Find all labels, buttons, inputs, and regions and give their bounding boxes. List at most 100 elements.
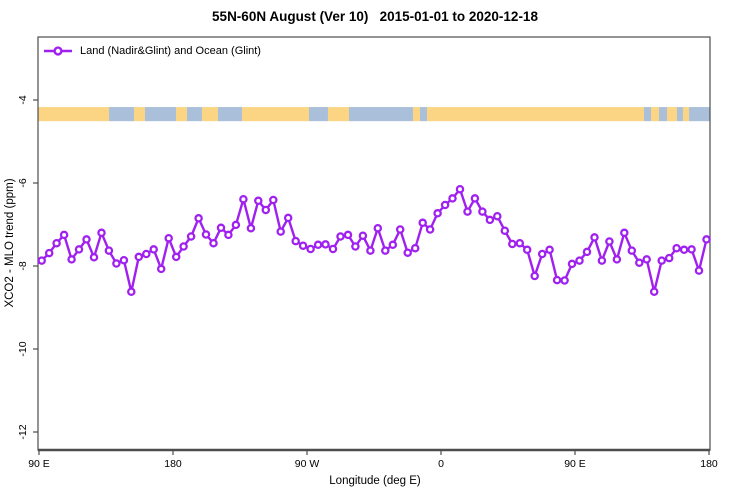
data-point-marker — [635, 258, 644, 267]
data-point-marker — [515, 238, 525, 248]
data-point-marker — [530, 271, 539, 281]
data-point-marker — [500, 226, 510, 235]
data-point-marker — [545, 245, 554, 255]
ocean-strip-segment — [186, 107, 202, 122]
data-point-marker — [246, 223, 256, 233]
data-point-marker — [485, 215, 495, 225]
data-point-marker — [463, 207, 472, 216]
x-tick-label: 90 E — [28, 458, 50, 470]
data-point-marker — [627, 246, 637, 255]
legend: Land (Nadir&Glint) and Ocean (Glint) — [43, 44, 261, 58]
land-strip-segment — [201, 107, 219, 122]
x-tick-label: 180 — [164, 458, 182, 470]
data-point-marker — [694, 266, 704, 275]
y-tick-label: -10 — [17, 341, 29, 356]
data-point-marker — [657, 256, 666, 265]
data-point-marker — [321, 240, 330, 249]
data-point-marker — [410, 243, 420, 253]
data-point-marker — [687, 245, 696, 254]
data-point-marker — [112, 259, 121, 268]
data-point-marker — [239, 194, 248, 204]
data-point-marker — [642, 255, 651, 264]
data-point-marker — [134, 252, 144, 262]
data-point-marker — [702, 235, 711, 244]
data-point-marker — [224, 230, 233, 240]
data-point-marker — [478, 207, 487, 216]
data-point-marker — [575, 256, 584, 265]
data-point-marker — [149, 245, 158, 254]
data-point-marker — [82, 235, 91, 244]
data-point-marker — [351, 242, 360, 251]
ocean-strip-segment — [689, 107, 710, 122]
data-point-marker — [179, 242, 188, 251]
data-point-marker — [336, 232, 345, 241]
data-point-marker — [448, 194, 457, 203]
data-point-marker — [97, 228, 106, 238]
data-point-marker — [44, 248, 54, 258]
land-strip-segment — [682, 107, 690, 122]
data-point-marker — [537, 249, 547, 259]
land-strip-segment — [134, 107, 145, 122]
x-axis-label: Longitude (deg E) — [329, 475, 421, 487]
data-point-marker — [649, 287, 659, 296]
data-point-marker — [209, 238, 218, 248]
data-point-marker — [89, 253, 99, 262]
data-point-marker — [104, 246, 114, 255]
data-point-marker — [306, 244, 315, 254]
ocean-strip-segment — [309, 107, 328, 122]
ocean-strip-segment — [109, 107, 135, 122]
y-tick-label: -4 — [17, 95, 29, 104]
data-point-marker — [388, 240, 398, 250]
data-point-marker — [261, 205, 271, 215]
data-point-marker — [366, 246, 375, 255]
data-point-marker — [269, 195, 278, 205]
data-point-marker — [127, 287, 136, 296]
data-point-marker — [597, 256, 607, 265]
data-point-marker — [425, 225, 435, 234]
data-point-marker — [664, 253, 674, 263]
data-point-marker — [231, 220, 241, 230]
x-tick-label: 180 — [700, 458, 718, 470]
data-point-marker — [381, 246, 390, 255]
x-tick-label: 0 — [438, 458, 444, 470]
data-point-marker — [142, 249, 151, 259]
land-strip-segment — [666, 107, 678, 122]
data-point-marker — [328, 244, 338, 254]
land-strip-segment — [176, 107, 187, 122]
data-point-marker — [567, 259, 577, 269]
land-strip-segment — [327, 107, 350, 122]
land-strip-segment — [242, 107, 310, 122]
data-point-marker — [37, 256, 46, 265]
ocean-strip-segment — [144, 107, 177, 122]
data-point-marker — [67, 255, 76, 264]
data-point-marker — [582, 247, 592, 257]
data-point-marker — [418, 218, 427, 228]
data-point-marker — [201, 230, 211, 239]
data-point-marker — [373, 223, 383, 233]
data-point-marker — [440, 200, 450, 210]
data-point-marker — [620, 228, 629, 238]
data-point-marker — [276, 227, 285, 236]
land-strip-segment — [650, 107, 659, 122]
data-point-marker — [395, 225, 405, 234]
data-point-marker — [298, 241, 308, 250]
chart-title: 55N-60N August (Ver 10) 2015-01-01 to 20… — [212, 9, 538, 24]
data-point-marker — [605, 237, 614, 246]
y-tick-label: -12 — [17, 424, 29, 439]
land-strip-segment — [412, 107, 421, 122]
ocean-strip-segment — [644, 107, 651, 122]
ocean-strip-segment — [420, 107, 428, 122]
data-point-marker — [433, 209, 442, 218]
data-point-marker — [455, 184, 465, 194]
data-point-marker — [216, 223, 226, 233]
data-point-marker — [470, 194, 480, 203]
data-point-marker — [74, 245, 84, 254]
data-point-marker — [291, 236, 300, 246]
data-point-marker — [59, 230, 69, 240]
y-tick-label: -6 — [17, 178, 29, 187]
x-tick-label: 90 E — [564, 458, 586, 470]
data-point-marker — [612, 255, 622, 264]
data-point-marker — [672, 243, 681, 253]
